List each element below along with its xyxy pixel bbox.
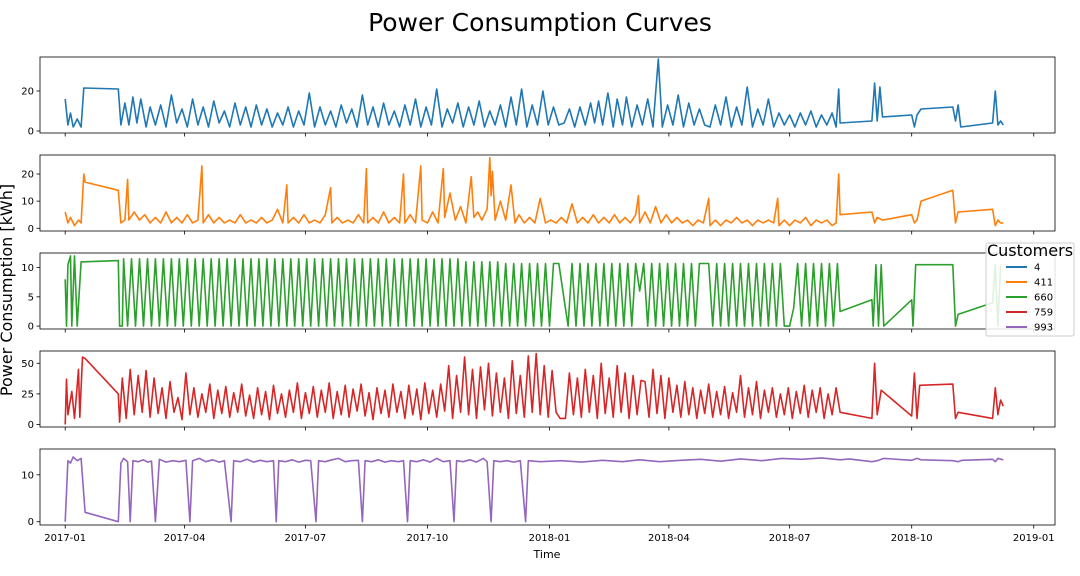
y-tick-label-660-0: 0	[28, 322, 34, 333]
y-tick-label-759-25: 25	[21, 389, 34, 400]
axes-frame-4	[39, 56, 1056, 134]
subplot-993: 0 10 2017-01 2017-04 2017-07 2017-10 2018-01 20…	[21, 448, 1056, 544]
y-tick-label-4-0: 0	[28, 127, 34, 138]
y-tick-label-4-20: 20	[21, 87, 34, 98]
legend-item-4: 4	[1006, 263, 1040, 274]
legend-label-759: 759	[1034, 308, 1053, 319]
x-axis-label: Time	[533, 548, 561, 561]
y-tick-label-660-10: 10	[21, 263, 34, 274]
subplot-759: 0 25 50	[21, 350, 1056, 431]
y-tick-label-759-0: 0	[28, 420, 34, 431]
y-tick-label-411-20: 20	[21, 170, 34, 181]
legend-label-4: 4	[1034, 263, 1040, 274]
legend-label-993: 993	[1034, 323, 1053, 334]
y-tick-label-411-0: 0	[28, 224, 34, 235]
series-line-993	[64, 456, 1004, 523]
series-line-660	[64, 255, 1002, 327]
x-tick-label-2018-01: 2018-01	[529, 533, 571, 544]
y-tick-label-660-5: 5	[28, 292, 34, 303]
y-tick-label-759-50: 50	[21, 359, 34, 370]
series-line-4	[64, 58, 1004, 128]
x-tick-label-2018-10: 2018-10	[891, 533, 933, 544]
x-tick-label-2017-01: 2017-01	[44, 533, 86, 544]
y-tick-label-993-0: 0	[28, 517, 34, 528]
legend-item-660: 660	[1006, 293, 1053, 304]
x-tick-label-2019-01: 2019-01	[1013, 533, 1055, 544]
x-tick-label-2017-07: 2017-07	[284, 533, 326, 544]
y-axis-label: Power Consumption [kWh]	[0, 184, 16, 396]
legend-item-411: 411	[1006, 278, 1053, 289]
legend-label-660: 660	[1034, 293, 1053, 304]
legend-item-993: 993	[1006, 323, 1053, 334]
legend: Customers 4 411 660 759 993	[985, 241, 1075, 337]
axes-frame-411	[39, 154, 1056, 232]
x-tick-label-2018-04: 2018-04	[648, 533, 690, 544]
x-tick-label-2017-10: 2017-10	[407, 533, 449, 544]
legend-title: Customers	[987, 241, 1073, 260]
series-line-759	[64, 352, 1005, 425]
series-line-411	[64, 156, 1004, 227]
y-tick-label-411-10: 10	[21, 197, 34, 208]
legend-items: 4 411 660 759 993	[1006, 263, 1053, 334]
y-tick-label-993-10: 10	[21, 470, 34, 481]
x-tick-label-2017-04: 2017-04	[164, 533, 206, 544]
subplot-411: 0 10 20	[21, 154, 1056, 235]
axes-frame-993	[39, 448, 1056, 526]
chart-title: Power Consumption Curves	[368, 8, 712, 37]
x-tick-label-2018-07: 2018-07	[769, 533, 811, 544]
legend-label-411: 411	[1034, 278, 1053, 289]
legend-item-759: 759	[1006, 308, 1053, 319]
subplot-4: 0 20	[21, 56, 1056, 138]
subplot-panels: 0 20 0 10 20 0 5 10 0 25 50 0 10 2017-01 2017-04 2017-0…	[21, 56, 1056, 544]
axes-frame-759	[39, 350, 1056, 428]
